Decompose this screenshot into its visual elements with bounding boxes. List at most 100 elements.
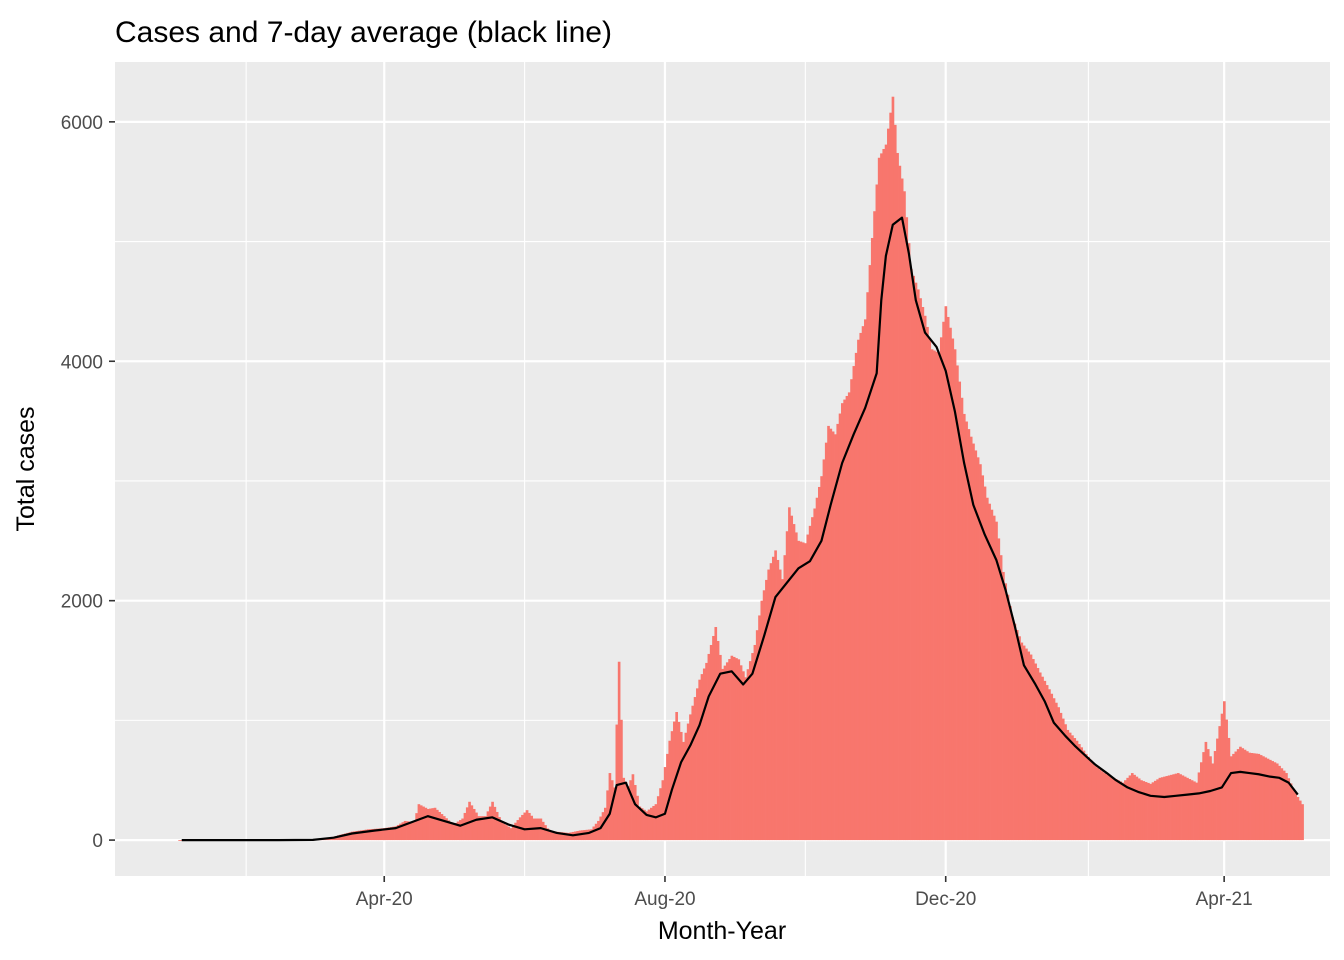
case-bar [417, 804, 421, 841]
case-bar-fill [946, 316, 950, 841]
case-bar-fill [735, 658, 738, 841]
case-bar-fill [1199, 762, 1203, 841]
case-bar-fill [728, 659, 731, 841]
case-bar [962, 413, 966, 841]
case-bar-fill [560, 832, 563, 841]
case-bar [433, 807, 437, 841]
case-bar-fill [454, 823, 458, 841]
case-bar-fill [1050, 693, 1054, 841]
case-bar-fill [387, 827, 391, 841]
y-tick-label: 0 [92, 831, 103, 852]
y-tick-label: 6000 [61, 113, 103, 134]
case-bar-fill [790, 515, 794, 841]
case-bar-fill [972, 443, 975, 841]
case-bar-fill [900, 178, 904, 841]
case-bar-fill [521, 814, 524, 841]
case-bar [896, 152, 899, 841]
case-bar-fill [1280, 768, 1284, 841]
case-bar-fill [702, 668, 706, 841]
case-bar-fill [459, 820, 462, 841]
case-bar-fill [709, 644, 713, 841]
case-bar-fill [1043, 680, 1047, 841]
case-bar [627, 786, 630, 841]
case-bar-fill [1133, 774, 1136, 841]
case-bar-fill [1269, 759, 1272, 841]
case-bar [500, 822, 504, 841]
case-bar-fill [852, 366, 856, 841]
case-bar [944, 306, 948, 841]
case-bar-fill [1151, 782, 1155, 841]
seven-day-average-line [181, 216, 1299, 842]
case-bar-fill [436, 809, 439, 841]
case-bar-fill [850, 379, 853, 841]
minor-gridlines [115, 62, 1330, 876]
y-axis-title: Total cases [12, 406, 40, 531]
case-bar-fill [1188, 779, 1192, 841]
case-bar-fill [755, 630, 759, 841]
case-bar [1140, 780, 1143, 841]
case-bar-fill [693, 697, 697, 841]
x-axis-ticks: Apr-20 Aug-20 Dec-20 Apr-21 [356, 876, 1253, 910]
case-bar-fill [659, 788, 662, 841]
case-bar [891, 96, 895, 841]
case-bar [698, 679, 701, 841]
case-bar-fill [907, 243, 911, 841]
case-bar-fill [396, 824, 400, 841]
case-bar-fill [815, 497, 819, 841]
case-bar [613, 787, 616, 841]
case-bar-fill [1080, 747, 1083, 841]
case-bar [820, 476, 823, 841]
case-bar-fill [652, 805, 655, 841]
case-bar [903, 191, 906, 841]
case-bar [1002, 571, 1005, 841]
case-bar-fill [1202, 752, 1205, 841]
case-bar-fill [1209, 756, 1212, 841]
case-bar-fill [1271, 761, 1274, 841]
case-bar-fill [898, 165, 902, 841]
case-bar-fill [376, 828, 379, 841]
case-bar-fill [339, 834, 343, 841]
cases-bars [178, 96, 1304, 841]
case-bar-fill [355, 831, 359, 841]
case-bar [442, 816, 446, 841]
case-bar [760, 600, 764, 841]
case-bar [847, 392, 851, 841]
case-bar-fill [419, 805, 423, 841]
case-bar-fill [1061, 718, 1065, 841]
y-tick-label: 2000 [61, 592, 103, 613]
case-bar-fill [1126, 777, 1129, 841]
case-bar [668, 740, 672, 841]
case-bar-fill [893, 124, 897, 841]
case-bar [1121, 782, 1125, 841]
case-bar-fill [1172, 774, 1176, 841]
case-bar-fill [719, 654, 722, 841]
case-bar [877, 157, 881, 841]
case-bar-fill [1153, 780, 1157, 841]
case-bar [403, 820, 407, 841]
case-bar-fill [880, 153, 883, 841]
case-bar [654, 804, 658, 841]
case-bar-fill [569, 832, 573, 841]
case-bar [870, 237, 874, 841]
case-bar-fill [636, 795, 639, 841]
case-bar [1149, 783, 1153, 841]
case-bar-fill [1117, 780, 1120, 841]
case-bar [1167, 775, 1171, 841]
case-bar-fill [1144, 782, 1148, 841]
case-bar-fill [1197, 772, 1201, 841]
case-bar-fill [1004, 583, 1008, 841]
case-bar-fill [422, 806, 425, 841]
case-bar [1211, 763, 1215, 841]
case-bar [1229, 756, 1233, 841]
case-bar-fill [1287, 778, 1291, 841]
case-bar-fill [1250, 753, 1254, 841]
case-bar [383, 828, 386, 841]
case-bar-fill [1022, 645, 1026, 841]
case-bar-fill [580, 830, 584, 841]
case-bar-fill [965, 421, 968, 841]
case-bar-fill [511, 825, 515, 841]
case-bar-fill [369, 829, 372, 841]
case-bar [682, 741, 685, 841]
case-bar-fill [378, 828, 382, 841]
